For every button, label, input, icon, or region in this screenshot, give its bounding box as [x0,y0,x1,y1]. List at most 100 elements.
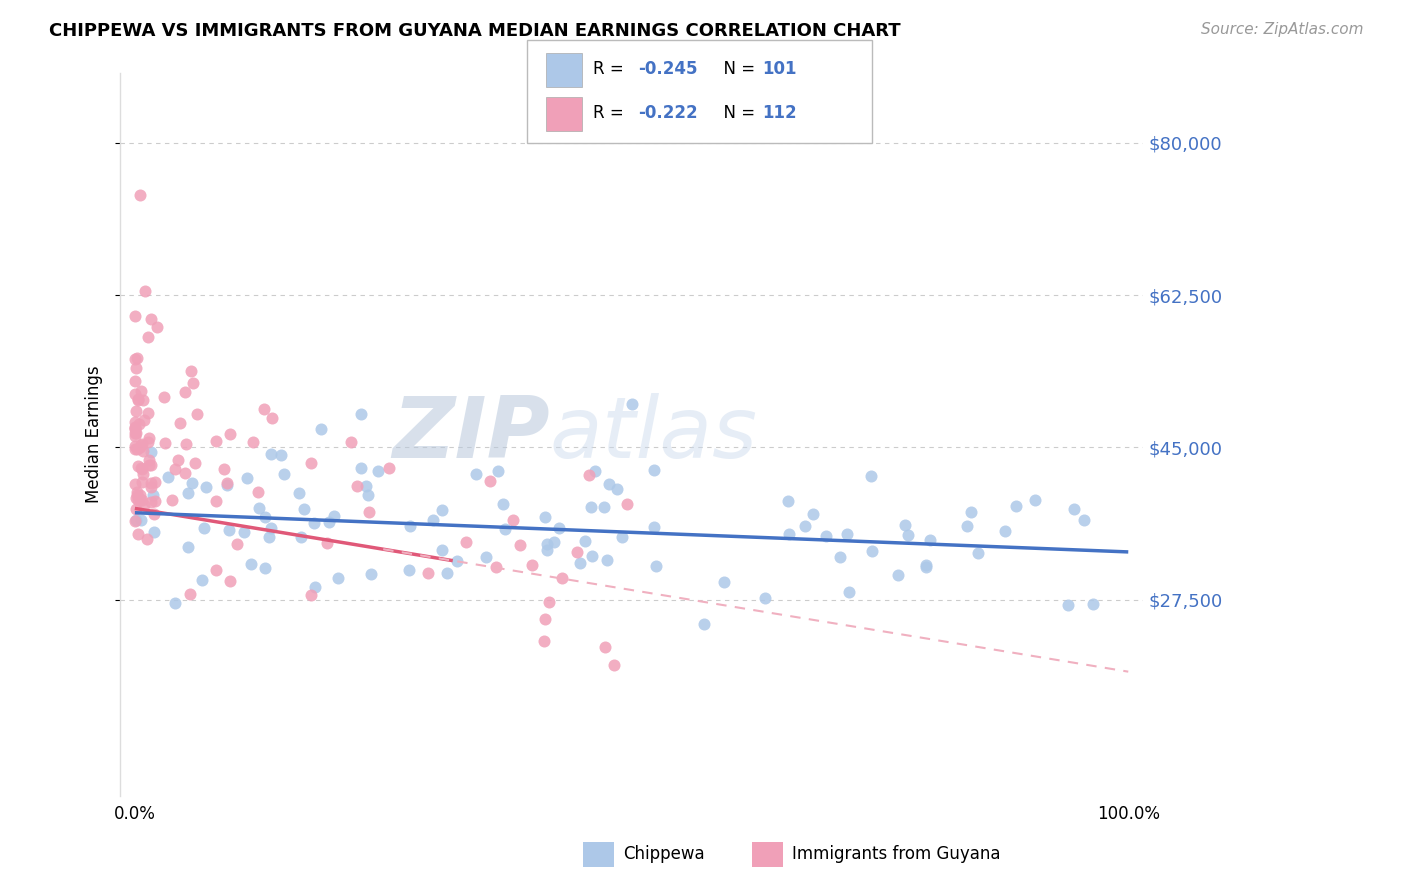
Point [551,571,574,585]
Text: 112: 112 [762,104,797,122]
Point [253,402,276,417]
Point [179,587,201,601]
Point [215,477,238,491]
Point [581,549,603,563]
Point [398,519,420,533]
Point [127,484,149,499]
Point [242,435,264,450]
Point [534,612,557,626]
Point [801,507,824,521]
Point [915,558,938,573]
Point [193,521,215,535]
Point [124,515,146,529]
Point [357,487,380,501]
Y-axis label: Median Earnings: Median Earnings [86,366,103,503]
Point [124,442,146,456]
Point [533,634,555,648]
Point [299,588,322,602]
Point [246,484,269,499]
Point [302,516,325,530]
Point [129,384,152,398]
Point [485,560,508,574]
Point [136,330,159,344]
Point [128,492,150,507]
Point [181,376,204,390]
Point [142,508,165,522]
Point [186,407,208,421]
Point [173,385,195,400]
Point [486,464,509,478]
Text: R =: R = [593,104,630,122]
Point [644,559,666,574]
Point [603,658,626,673]
Text: ZIP: ZIP [392,392,550,475]
Point [643,463,665,477]
Point [253,561,276,575]
Point [262,410,284,425]
Point [190,574,212,588]
Point [569,556,592,570]
Point [966,546,988,560]
Point [176,485,198,500]
Point [509,538,531,552]
Text: R =: R = [593,60,630,78]
Point [537,595,560,609]
Point [1005,500,1028,514]
Point [273,467,295,481]
Point [153,390,176,404]
Text: atlas: atlas [550,392,758,475]
Point [288,486,311,500]
Point [837,527,859,541]
Point [430,502,453,516]
Text: CHIPPEWA VS IMMIGRANTS FROM GUYANA MEDIAN EARNINGS CORRELATION CHART: CHIPPEWA VS IMMIGRANTS FROM GUYANA MEDIA… [49,22,901,40]
Point [124,439,146,453]
Point [141,445,163,459]
Point [612,530,634,544]
Point [578,468,600,483]
Point [124,425,146,440]
Point [165,596,187,610]
Point [436,566,458,581]
Point [454,534,477,549]
Point [360,567,382,582]
Point [918,533,941,548]
Point [354,479,377,493]
Point [887,567,910,582]
Point [129,488,152,502]
Point [346,478,368,492]
Point [543,535,565,549]
Point [145,319,167,334]
Point [595,640,617,654]
Text: Source: ZipAtlas.com: Source: ZipAtlas.com [1201,22,1364,37]
Point [776,494,799,508]
Point [136,533,159,547]
Point [606,482,628,496]
Point [959,505,981,519]
Point [132,392,155,407]
Point [174,466,197,480]
Point [828,549,851,564]
Point [180,364,202,378]
Point [177,540,200,554]
Point [240,557,263,571]
Point [131,436,153,450]
Point [316,536,339,550]
Point [124,419,146,434]
Point [132,467,155,482]
Point [138,458,160,472]
Point [430,542,453,557]
Point [534,509,557,524]
Point [478,474,501,488]
Point [124,351,146,366]
Point [124,421,146,435]
Point [131,462,153,476]
Point [422,513,444,527]
Point [128,417,150,432]
Point [257,530,280,544]
Point [860,468,883,483]
Point [181,475,204,490]
Point [218,574,240,588]
Point [131,492,153,507]
Point [132,498,155,512]
Point [778,526,800,541]
